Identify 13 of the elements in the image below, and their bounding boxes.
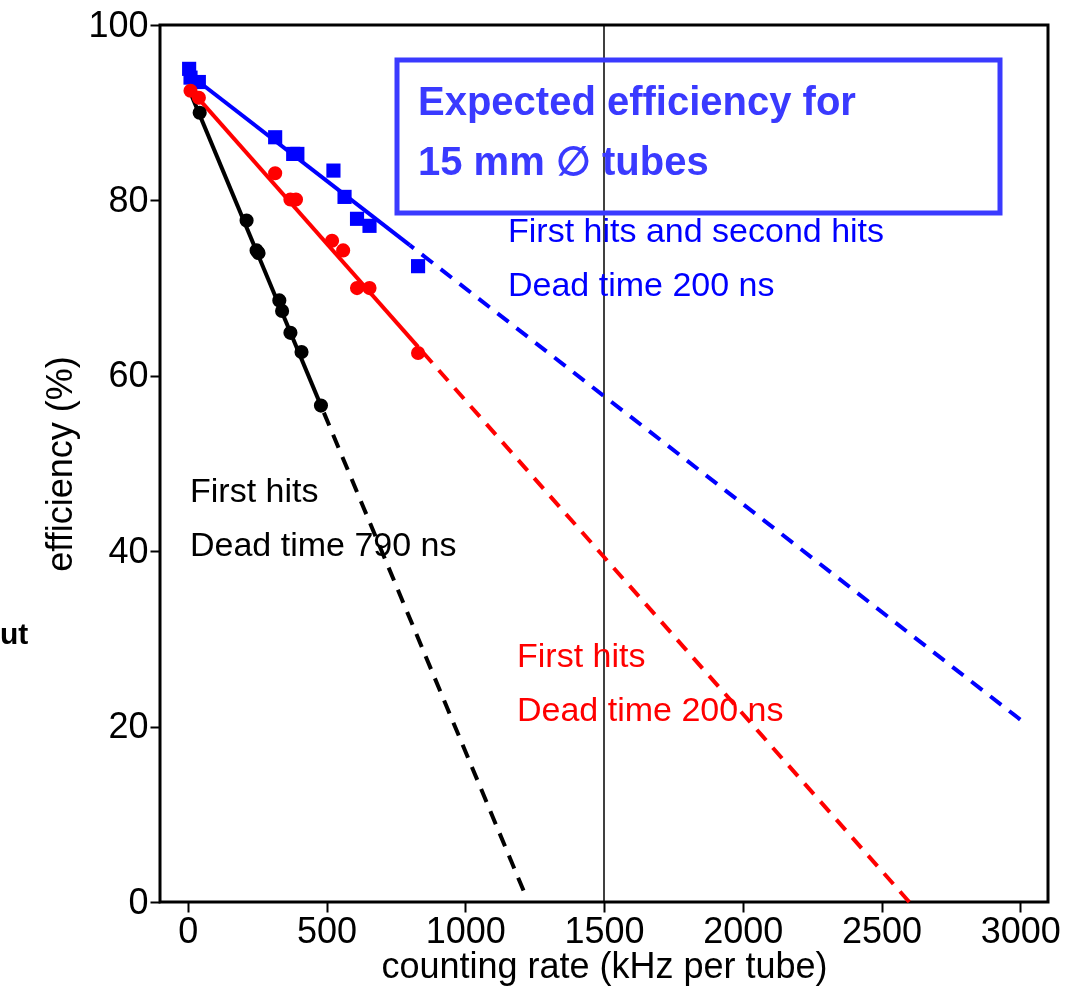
text: ut: [0, 617, 29, 650]
x-tick-label: 500: [296, 909, 358, 951]
y-tick-label: 20: [108, 705, 149, 747]
y-tick-label: 80: [108, 178, 149, 220]
x-tick-label: 3000: [980, 909, 1061, 951]
y-tick-label: 0: [128, 880, 149, 922]
x-tick-label: 2500: [841, 909, 923, 951]
y-tick-label: 40: [108, 529, 149, 571]
x-tick-label: 0: [178, 909, 199, 951]
y-tick-label: 100: [88, 3, 149, 45]
annotation: First hits Dead time 790 ns: [190, 471, 457, 563]
y-axis-title: efficiency (%): [39, 356, 81, 572]
y-tick-label: 60: [108, 354, 149, 396]
